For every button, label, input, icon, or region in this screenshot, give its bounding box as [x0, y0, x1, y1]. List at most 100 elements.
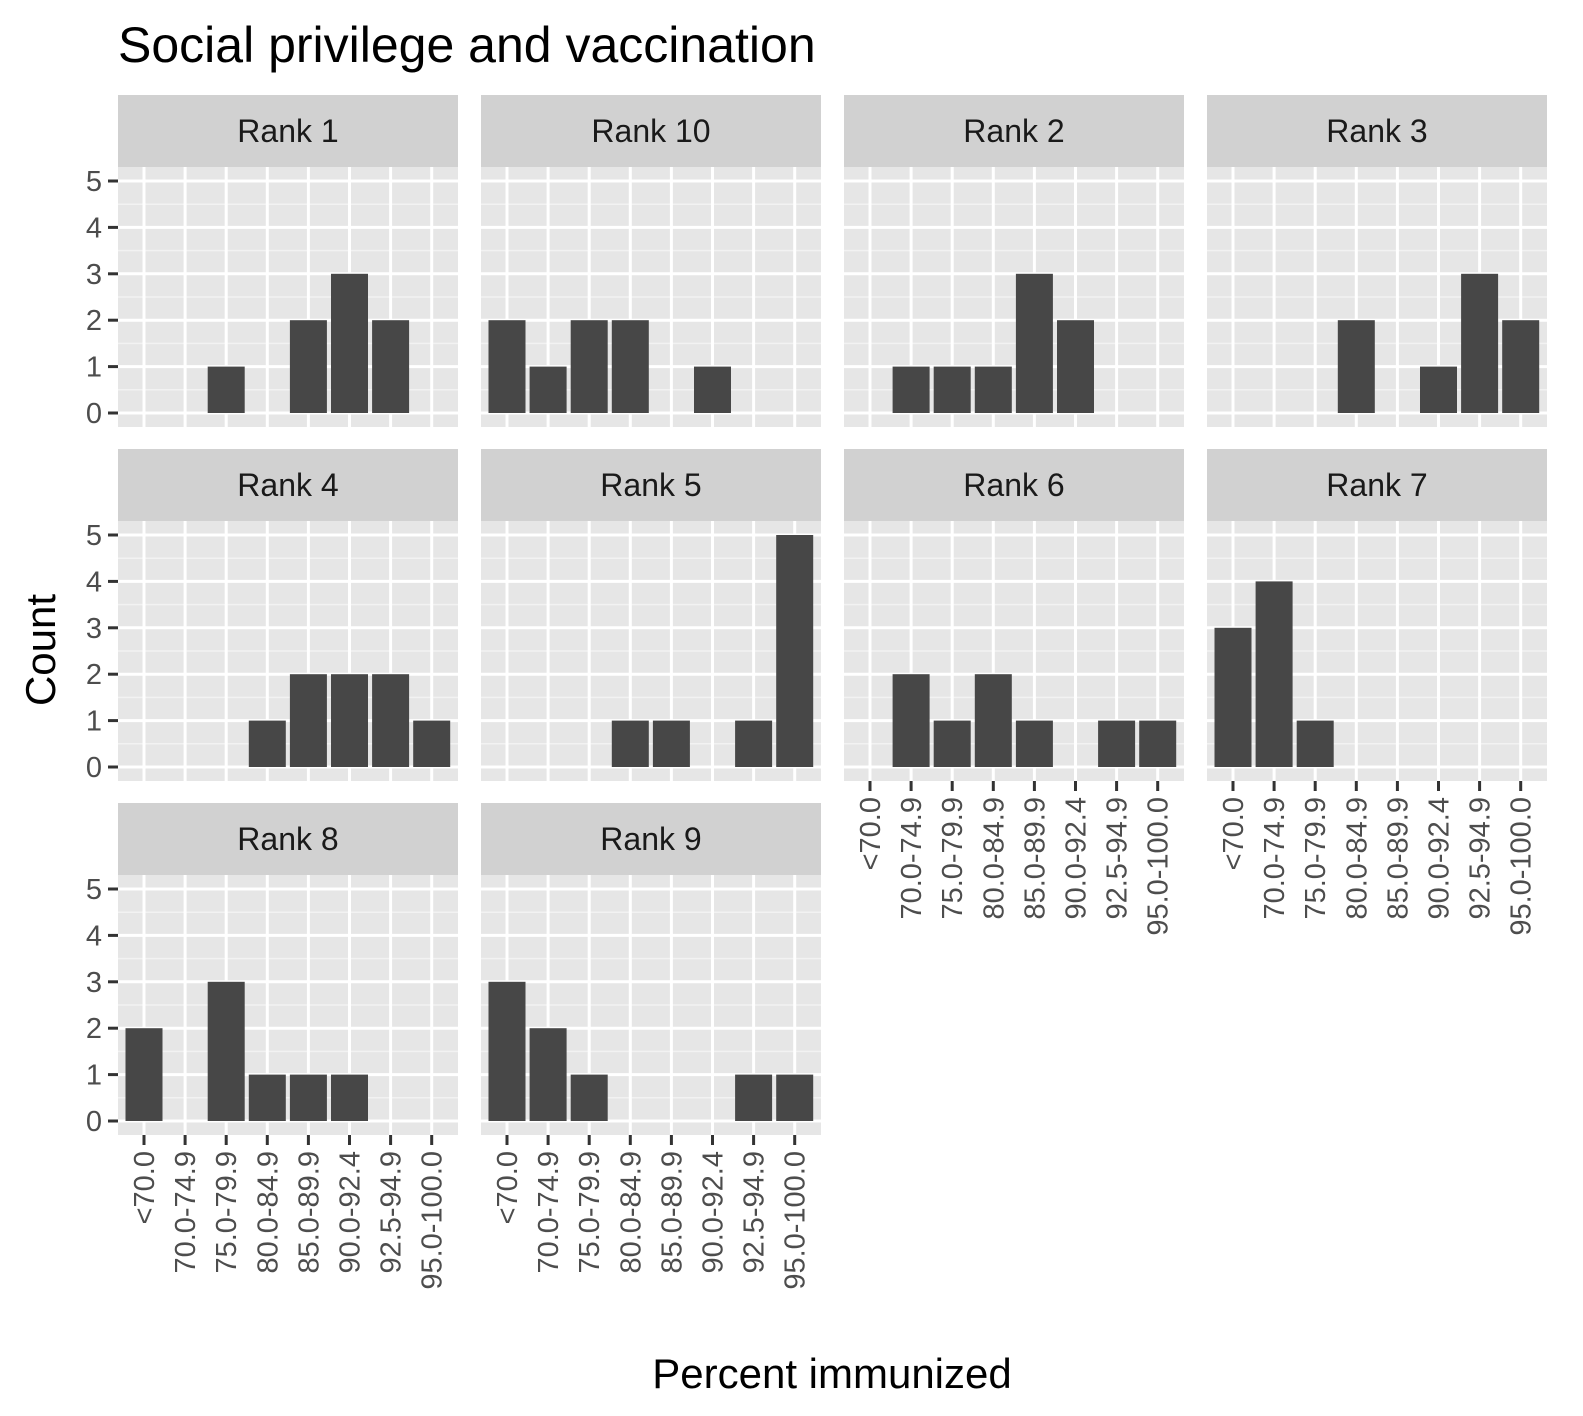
y-tick-label: 3: [86, 259, 102, 291]
x-tick-label: <70.0: [129, 1151, 161, 1224]
bar: [1015, 273, 1053, 413]
x-tick-label: 85.0-89.9: [656, 1151, 688, 1274]
x-tick-label: 95.0-100.0: [1506, 797, 1538, 936]
bar: [1057, 320, 1094, 413]
bar: [488, 981, 526, 1121]
y-tick-label: 5: [86, 874, 102, 906]
facet-strip-label: Rank 10: [591, 113, 710, 149]
x-tick-label: 80.0-84.9: [252, 1151, 284, 1274]
bar: [735, 720, 773, 767]
bar: [1098, 720, 1136, 767]
bar: [652, 720, 690, 767]
facet-panel: Rank 6 <70.0 70.0-74.9 75.0-79.9 80.0-84.9 85…: [844, 449, 1184, 936]
bar: [1296, 720, 1334, 767]
x-tick-label: 90.0-92.4: [1424, 797, 1456, 920]
x-tick-label: 75.0-79.9: [1300, 797, 1332, 920]
bar: [776, 535, 814, 767]
y-tick-label: 4: [86, 920, 102, 952]
bar: [1337, 320, 1375, 413]
bar: [892, 366, 930, 413]
x-tick-label: 92.5-94.9: [376, 1151, 408, 1274]
x-tick-label: 92.5-94.9: [739, 1151, 771, 1274]
facet-panel: Rank 7 <70.0 70.0-74.9 75.0-79.9 80.0-84.9 85…: [1207, 449, 1547, 936]
x-tick-label: <70.0: [855, 797, 887, 870]
facet-strip: [481, 449, 821, 521]
bar: [892, 674, 930, 767]
y-tick-label: 0: [86, 752, 102, 784]
bar: [776, 1074, 814, 1121]
bar: [372, 674, 410, 767]
facet-strip: [118, 95, 458, 167]
x-tick-label: <70.0: [1218, 797, 1250, 870]
bar: [1139, 720, 1177, 767]
y-tick-label: 0: [86, 398, 102, 430]
y-tick-label: 4: [86, 566, 102, 598]
x-tick-label: 95.0-100.0: [780, 1151, 812, 1290]
y-tick-label: 1: [86, 706, 102, 738]
facet-panel: Rank 1 0 1 2 3 4 5: [86, 95, 458, 430]
bar: [611, 320, 649, 413]
facet-strip-label: Rank 5: [600, 467, 701, 503]
x-tick-label: 70.0-74.9: [170, 1151, 202, 1274]
x-tick-label: <70.0: [492, 1151, 524, 1224]
bar: [570, 1074, 608, 1121]
bar: [933, 720, 971, 767]
x-tick-label: 95.0-100.0: [417, 1151, 449, 1290]
facet-strip: [481, 95, 821, 167]
x-tick-label: 70.0-74.9: [1259, 797, 1291, 920]
bar: [207, 981, 245, 1121]
facet-panel: Rank 5: [481, 449, 821, 781]
bar: [1214, 627, 1252, 767]
bar: [1461, 273, 1499, 413]
y-tick-label: 2: [86, 305, 102, 337]
facet-strip-label: Rank 6: [963, 467, 1064, 503]
x-tick-label: 80.0-84.9: [615, 1151, 647, 1274]
x-tick-label: 75.0-79.9: [937, 797, 969, 920]
bar: [570, 320, 608, 413]
facet-panel: Rank 10: [481, 95, 821, 427]
facet-strip: [118, 449, 458, 521]
bar: [529, 366, 567, 413]
facet-strip: [1207, 449, 1547, 521]
bar: [289, 1074, 327, 1121]
facet-strip-label: Rank 1: [237, 113, 338, 149]
facet-strip-label: Rank 2: [963, 113, 1064, 149]
bar: [248, 720, 286, 767]
y-tick-label: 1: [86, 352, 102, 384]
x-tick-label: 85.0-89.9: [1019, 797, 1051, 920]
bar: [529, 1028, 567, 1121]
facet-strip-label: Rank 4: [237, 467, 338, 503]
x-tick-label: 70.0-74.9: [533, 1151, 565, 1274]
bar: [1502, 320, 1540, 413]
y-tick-label: 2: [86, 1013, 102, 1045]
x-tick-label: 92.5-94.9: [1465, 797, 1497, 920]
y-tick-label: 1: [86, 1060, 102, 1092]
bar: [694, 366, 731, 413]
facet-strip-label: Rank 7: [1326, 467, 1427, 503]
x-axis-title: Percent immunized: [652, 1350, 1011, 1397]
facet-panel: Rank 2: [844, 95, 1184, 427]
bar: [974, 366, 1012, 413]
x-tick-label: 90.0-92.4: [698, 1151, 730, 1274]
y-tick-label: 3: [86, 967, 102, 999]
facet-panel: Rank 3: [1207, 95, 1547, 427]
facet-panel: Rank 4 0 1 2 3 4 5: [86, 449, 458, 784]
x-tick-label: 80.0-84.9: [978, 797, 1010, 920]
x-tick-label: 75.0-79.9: [211, 1151, 243, 1274]
bar: [488, 320, 526, 413]
bar: [207, 366, 245, 413]
facet-strip: [844, 95, 1184, 167]
x-tick-label: 80.0-84.9: [1341, 797, 1373, 920]
bar: [289, 674, 327, 767]
facet-strip-label: Rank 3: [1326, 113, 1427, 149]
facet-strip: [118, 803, 458, 875]
bar: [611, 720, 649, 767]
facet-strip: [1207, 95, 1547, 167]
bar: [372, 320, 410, 413]
bar: [413, 720, 451, 767]
bar: [331, 674, 368, 767]
y-tick-label: 5: [86, 166, 102, 198]
bar: [331, 1074, 368, 1121]
bar: [974, 674, 1012, 767]
bar: [125, 1028, 163, 1121]
